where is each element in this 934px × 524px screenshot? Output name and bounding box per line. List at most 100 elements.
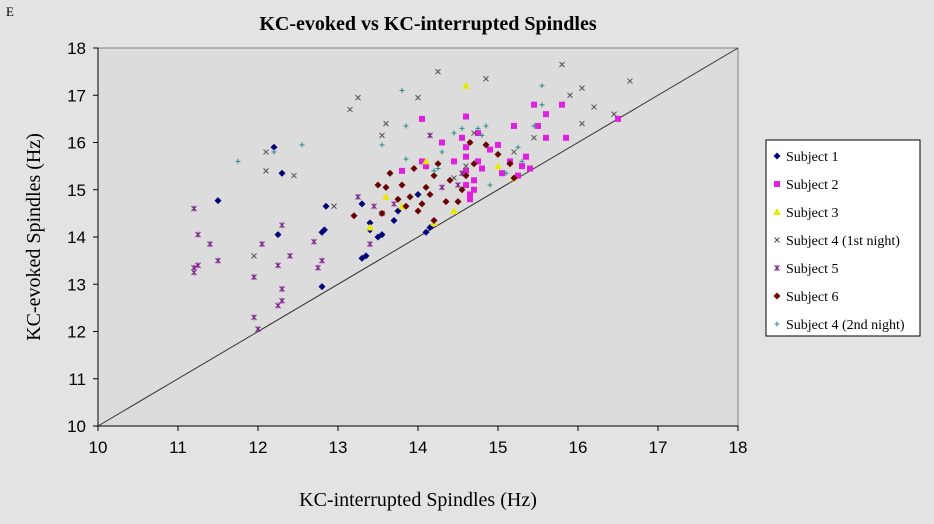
data-point — [406, 193, 414, 201]
legend-label: Subject 6 — [786, 290, 839, 305]
data-point — [382, 192, 390, 200]
data-point — [563, 134, 569, 141]
data-point — [531, 123, 537, 129]
data-point — [435, 68, 441, 75]
legend-label: Subject 5 — [786, 262, 839, 277]
data-point — [511, 149, 517, 155]
x-axis-label: KC-interrupted Spindles (Hz) — [299, 489, 537, 511]
data-point — [471, 130, 477, 136]
y-axis-label: KC-evoked Spindles (Hz) — [23, 133, 45, 341]
legend-marker — [773, 208, 781, 215]
data-point — [487, 146, 493, 153]
y-tick-label: 17 — [67, 86, 86, 105]
data-point — [503, 170, 509, 176]
y-tick-label: 13 — [67, 275, 86, 294]
data-point — [450, 207, 458, 215]
chart-title: KC-evoked vs KC-interrupted Spindles — [259, 13, 596, 35]
data-point — [531, 134, 537, 141]
data-point — [235, 158, 241, 164]
y-tick-label: 14 — [67, 228, 86, 247]
data-point — [279, 297, 285, 304]
series-5 — [191, 132, 465, 333]
data-point — [458, 186, 466, 194]
data-point — [455, 182, 461, 189]
data-point — [471, 177, 477, 184]
data-point — [418, 200, 426, 208]
data-point — [470, 160, 478, 168]
data-point — [263, 149, 269, 155]
legend-marker — [774, 181, 780, 187]
legend-marker — [774, 237, 780, 243]
data-point — [419, 158, 425, 165]
data-point — [515, 144, 521, 150]
data-point — [315, 264, 321, 271]
data-point — [195, 262, 201, 269]
data-point — [487, 182, 493, 188]
data-point — [251, 274, 257, 281]
data-point — [362, 252, 370, 260]
data-point — [251, 314, 257, 321]
data-point — [439, 139, 445, 146]
legend: Subject 1 Subject 2 Subject 3 Subject 4 (1s… — [765, 139, 921, 337]
data-point — [378, 231, 386, 239]
legend-entry: Subject 2 — [774, 178, 839, 193]
data-point — [471, 186, 477, 193]
data-point — [462, 81, 470, 89]
legend-marker — [773, 152, 781, 160]
data-point — [531, 101, 537, 108]
data-point — [355, 193, 361, 200]
data-point — [482, 141, 490, 149]
data-point — [506, 160, 514, 168]
data-point — [214, 197, 222, 205]
legend-entry: Subject 4 (1st night) — [774, 234, 900, 249]
y-tick-label: 15 — [67, 181, 86, 200]
data-point — [427, 132, 433, 139]
data-point — [331, 203, 337, 210]
data-point — [367, 241, 373, 248]
data-point — [483, 75, 489, 82]
data-point — [415, 94, 421, 101]
data-point — [394, 195, 402, 203]
data-point — [463, 153, 469, 160]
data-point — [398, 181, 406, 189]
x-tick-label: 16 — [569, 438, 588, 457]
data-point — [366, 223, 374, 231]
x-tick-label: 10 — [89, 438, 108, 457]
data-point — [379, 132, 385, 139]
data-point — [454, 198, 462, 206]
legend-label: Subject 1 — [786, 150, 839, 165]
legend-label: Subject 3 — [786, 206, 839, 221]
legend-marker — [774, 321, 780, 327]
data-point — [422, 157, 430, 165]
data-point — [439, 149, 445, 155]
y-tick-label: 16 — [67, 134, 86, 153]
data-point — [322, 202, 330, 210]
y-tick-label: 10 — [67, 417, 86, 436]
data-point — [483, 123, 489, 129]
x-tick-label: 17 — [649, 438, 668, 457]
data-point — [511, 122, 517, 129]
data-points — [191, 61, 633, 333]
x-tick-label: 15 — [489, 438, 508, 457]
data-point — [275, 262, 281, 269]
data-point — [391, 200, 397, 207]
data-point — [475, 158, 481, 165]
data-point — [275, 302, 281, 309]
data-point — [523, 153, 529, 160]
data-point — [374, 181, 382, 189]
data-point — [579, 85, 585, 92]
data-point — [467, 191, 473, 198]
data-point — [279, 222, 285, 229]
data-point — [494, 162, 502, 170]
data-point — [431, 168, 437, 174]
legend-entry: Subject 5 — [774, 262, 839, 277]
data-point — [347, 106, 353, 113]
data-point — [434, 160, 442, 168]
data-point — [543, 111, 549, 118]
series-4 — [251, 61, 633, 259]
y-tick-label: 11 — [68, 370, 86, 389]
legend-box — [765, 139, 921, 337]
data-point — [390, 216, 398, 224]
data-point — [422, 228, 430, 236]
data-point — [382, 183, 390, 191]
